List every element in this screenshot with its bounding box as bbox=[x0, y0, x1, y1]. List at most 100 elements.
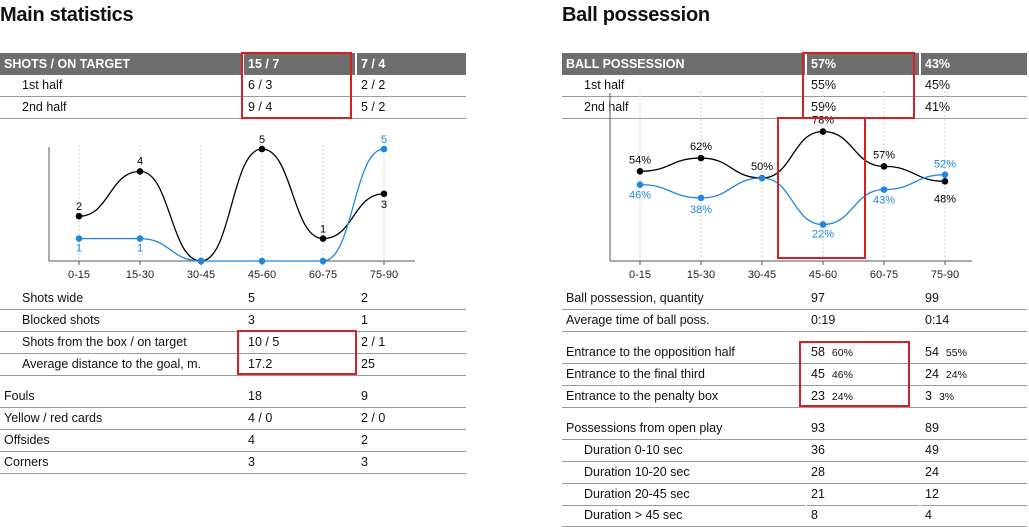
data-point bbox=[697, 154, 705, 162]
team2-value: 2 bbox=[355, 288, 368, 309]
x-tick-label: 30-45 bbox=[187, 269, 215, 281]
row-label: 2nd half bbox=[584, 100, 629, 114]
team2-value: 49 bbox=[919, 440, 939, 461]
table-row: Entrance to the final third 45 46% 24 24% bbox=[562, 364, 1027, 386]
table-row: 1st half 55% 45% bbox=[562, 75, 1027, 97]
ball-possession-panel: Ball possession BALL POSSESSION 57% 43% … bbox=[562, 0, 1029, 527]
data-point bbox=[258, 257, 266, 265]
row-label: Average distance to the goal, m. bbox=[22, 357, 202, 371]
data-label: 50% bbox=[751, 161, 773, 173]
count: 58 bbox=[811, 345, 825, 359]
team2-value: 2 bbox=[355, 430, 368, 451]
row-label: Duration 20-45 sec bbox=[584, 487, 690, 501]
main-statistics-panel: Main statistics SHOTS / ON TARGET 15 / 7… bbox=[0, 0, 470, 527]
count: 24 bbox=[925, 367, 939, 381]
table-row: Duration 0-10 sec 36 49 bbox=[562, 440, 1027, 462]
panel-title: Main statistics bbox=[0, 4, 134, 26]
data-label: 5 bbox=[381, 134, 387, 146]
table-row: Possessions from open play 93 89 bbox=[562, 418, 1027, 440]
team2-value: 3 bbox=[355, 452, 368, 473]
team2-value: 24 bbox=[919, 462, 939, 483]
row-label: Offsides bbox=[4, 433, 50, 447]
table-row: 2nd half 9 / 4 5 / 2 bbox=[0, 97, 466, 119]
team2-value: 5 / 2 bbox=[355, 97, 385, 118]
team1-value: 59% bbox=[805, 97, 836, 118]
x-tick-label: 60-75 bbox=[309, 269, 337, 281]
row-label: Duration 10-20 sec bbox=[584, 465, 690, 479]
team2-value: 12 bbox=[919, 484, 939, 505]
percent: 3% bbox=[938, 391, 955, 403]
table-row: Shots from the box / on target 10 / 5 2 … bbox=[0, 332, 466, 354]
panel-title: Ball possession bbox=[562, 4, 710, 26]
data-point bbox=[258, 145, 266, 153]
count: 54 bbox=[925, 345, 939, 359]
table-row: Entrance to the opposition half 58 60% 54… bbox=[562, 342, 1027, 364]
table-row: 2nd half 59% 41% bbox=[562, 97, 1027, 119]
x-tick-label: 75-90 bbox=[931, 269, 959, 281]
team2-value: 99 bbox=[919, 288, 939, 309]
shots-chart: 0-15 15-30 30-45 45-60 60-75 75-90 2 4 5 1 3 1 1 5 bbox=[48, 134, 415, 281]
table-row: Blocked shots 3 1 bbox=[0, 310, 466, 332]
team1-value: 93 bbox=[805, 418, 825, 439]
team1-value: 3 bbox=[242, 452, 255, 473]
team1-value: 10 / 5 bbox=[242, 332, 279, 353]
team1-value: 3 bbox=[242, 310, 255, 331]
team2-value: 2 / 1 bbox=[355, 332, 385, 353]
team2-value: 9 bbox=[355, 386, 368, 407]
data-label: 1 bbox=[137, 243, 143, 255]
team2-value: 1 bbox=[355, 310, 368, 331]
row-label: SHOTS / ON TARGET bbox=[4, 57, 131, 71]
row-label: 1st half bbox=[584, 78, 625, 92]
data-label: 1 bbox=[76, 243, 82, 255]
data-point bbox=[880, 163, 888, 170]
team1-value: 36 bbox=[805, 440, 825, 461]
row-label: Possessions from open play bbox=[566, 421, 723, 435]
row-label: 2nd half bbox=[22, 100, 67, 114]
row-label: Duration > 45 sec bbox=[584, 508, 683, 522]
data-point bbox=[136, 168, 144, 175]
data-label: 57% bbox=[873, 149, 895, 161]
team1-value: 5 bbox=[242, 288, 255, 309]
row-label: Entrance to the penalty box bbox=[566, 389, 719, 403]
data-label: 43% bbox=[873, 195, 895, 207]
data-label: 38% bbox=[690, 204, 712, 216]
row-label: Shots from the box / on target bbox=[22, 335, 187, 349]
team2-value: 3 3% bbox=[919, 386, 954, 407]
data-label: 48% bbox=[934, 193, 956, 205]
data-point bbox=[941, 178, 949, 185]
data-label: 1 bbox=[320, 224, 326, 236]
series-line bbox=[639, 174, 946, 226]
count: 23 bbox=[811, 389, 825, 403]
count: 3 bbox=[925, 389, 932, 403]
x-tick-label: 15-30 bbox=[687, 269, 715, 281]
team1-value: 23 24% bbox=[805, 386, 853, 407]
data-point bbox=[136, 235, 144, 242]
team1-value: 97 bbox=[805, 288, 825, 309]
x-tick-label: 0-15 bbox=[68, 269, 90, 281]
team1-value: 8 bbox=[805, 505, 818, 526]
row-label: Fouls bbox=[4, 389, 35, 403]
series-line bbox=[78, 148, 385, 262]
row-label: Entrance to the final third bbox=[566, 367, 705, 381]
team2-value: 41% bbox=[919, 97, 950, 118]
row-label: Corners bbox=[4, 455, 49, 469]
team2-value: 24 24% bbox=[919, 364, 967, 385]
x-tick-label: 30-45 bbox=[748, 269, 776, 281]
data-label: 22% bbox=[812, 228, 834, 240]
row-label: Yellow / red cards bbox=[4, 411, 103, 425]
x-tick-label: 75-90 bbox=[370, 269, 398, 281]
table-row: Fouls 18 9 bbox=[0, 386, 466, 408]
team2-value: 43% bbox=[919, 53, 1027, 75]
possession-header-row: BALL POSSESSION 57% 43% bbox=[562, 53, 1027, 75]
row-label: Ball possession, quantity bbox=[566, 291, 704, 305]
table-row: Average time of ball poss. 0:19 0:14 bbox=[562, 310, 1027, 332]
row-label: Duration 0-10 sec bbox=[584, 443, 683, 457]
data-point bbox=[758, 174, 766, 182]
x-tick-label: 45-60 bbox=[809, 269, 837, 281]
possession-chart: 0-15 15-30 30-45 45-60 60-75 75-90 54% 62% 50% 78… bbox=[609, 91, 972, 281]
row-label: BALL POSSESSION bbox=[566, 57, 685, 71]
data-point bbox=[880, 186, 888, 193]
data-point bbox=[819, 128, 827, 135]
table-row: Shots wide 5 2 bbox=[0, 288, 466, 310]
row-label: Entrance to the opposition half bbox=[566, 345, 735, 359]
